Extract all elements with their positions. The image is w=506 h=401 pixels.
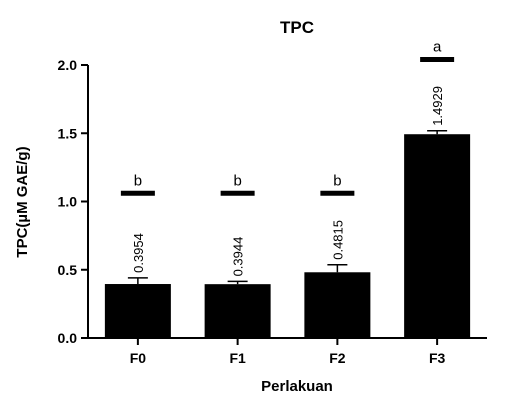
x-axis-title: Perlakuan [261, 378, 333, 395]
significance-letter: b [233, 172, 241, 189]
x-tick-label: F1 [229, 350, 246, 366]
bars: F0 b 0.3954 F1 b 0.3944 F2 b 0.4815 F3 a 1.4929 [104, 39, 471, 366]
bar-f3 [404, 134, 471, 338]
y-tick-label: 1.5 [58, 125, 78, 141]
bar-f1 [204, 284, 271, 338]
x-tick-label: F3 [429, 350, 446, 366]
y-tick-label: 2.0 [58, 57, 78, 73]
bar-f2 [304, 272, 371, 338]
significance-letter: b [134, 172, 142, 189]
significance-letter: a [433, 39, 442, 56]
data-label: 0.3954 [131, 233, 146, 273]
y-tick-label: 0.5 [58, 262, 78, 278]
data-label: 1.4929 [430, 86, 445, 126]
chart-title: TPC [280, 18, 314, 37]
y-axis-title: TPC(µM GAE/g) [14, 146, 31, 257]
x-tick-label: F0 [130, 350, 147, 366]
significance-letter: b [333, 172, 341, 189]
x-tick-label: F2 [329, 350, 346, 366]
bar-f0 [104, 284, 171, 338]
y-tick-label: 1.0 [58, 194, 78, 210]
data-label: 0.3944 [231, 237, 246, 277]
y-ticks: 0.0 0.5 1.0 1.5 2.0 [58, 57, 88, 346]
y-tick-label: 0.0 [58, 330, 78, 346]
data-label: 0.4815 [330, 220, 345, 260]
